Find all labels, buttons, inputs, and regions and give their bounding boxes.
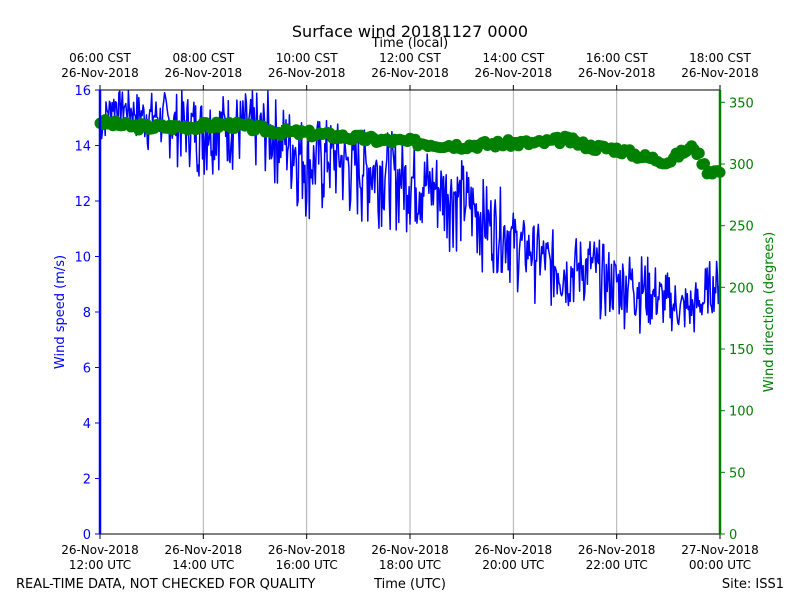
left-tick-label: 8 — [83, 306, 91, 321]
wind-direction-point — [693, 147, 705, 159]
top-tick-time: 12:00 CST — [379, 51, 441, 65]
left-tick-label: 16 — [74, 84, 91, 99]
wind-speed-line — [99, 90, 721, 534]
x-tick-time: 20:00 UTC — [482, 558, 544, 572]
x-tick-time: 16:00 UTC — [276, 558, 338, 572]
top-tick-time: 18:00 CST — [689, 51, 751, 65]
top-tick-date: 26-Nov-2018 — [371, 66, 449, 80]
left-tick-label: 4 — [83, 417, 91, 432]
x-tick-time: 14:00 UTC — [172, 558, 234, 572]
right-tick-label: 300 — [729, 158, 754, 173]
top-tick-time: 06:00 CST — [69, 51, 131, 65]
top-tick-date: 26-Nov-2018 — [268, 66, 346, 80]
top-tick-time: 10:00 CST — [276, 51, 338, 65]
left-tick-label: 2 — [83, 473, 91, 488]
x-tick-date: 26-Nov-2018 — [268, 543, 346, 557]
footer-site: Site: ISS1 — [722, 577, 784, 592]
x-tick-date: 26-Nov-2018 — [61, 543, 139, 557]
x-tick-time: 00:00 UTC — [689, 558, 751, 572]
right-tick-label: 200 — [729, 281, 754, 296]
right-tick-label: 350 — [729, 96, 754, 111]
wind-speed-series — [99, 90, 721, 534]
left-tick-label: 0 — [83, 528, 91, 543]
right-tick-label: 50 — [729, 466, 746, 481]
right-axis-label: Wind direction (degrees) — [762, 232, 777, 392]
chart-title: Surface wind 20181127 0000 — [292, 22, 528, 41]
top-tick-date: 26-Nov-2018 — [681, 66, 759, 80]
footer-disclaimer: REAL-TIME DATA, NOT CHECKED FOR QUALITY — [16, 577, 315, 592]
right-tick-label: 0 — [729, 528, 737, 543]
x-tick-date: 26-Nov-2018 — [475, 543, 553, 557]
right-tick-label: 100 — [729, 405, 754, 420]
left-tick-label: 6 — [83, 362, 91, 377]
wind-direction-point — [699, 158, 710, 170]
x-tick-time: 22:00 UTC — [586, 558, 648, 572]
left-tick-label: 12 — [74, 195, 91, 210]
top-tick-time: 14:00 CST — [482, 51, 544, 65]
top-tick-time: 08:00 CST — [172, 51, 234, 65]
top-tick-time: 16:00 CST — [586, 51, 648, 65]
top-tick-date: 26-Nov-2018 — [578, 66, 656, 80]
x-tick-date: 27-Nov-2018 — [681, 543, 759, 557]
top-tick-date: 26-Nov-2018 — [475, 66, 553, 80]
top-axis-label: Time (local) — [371, 36, 448, 51]
x-tick-date: 26-Nov-2018 — [165, 543, 243, 557]
top-tick-date: 26-Nov-2018 — [165, 66, 243, 80]
x-tick-time: 18:00 UTC — [379, 558, 441, 572]
x-tick-date: 26-Nov-2018 — [371, 543, 449, 557]
x-axis-label: Time (UTC) — [373, 577, 446, 592]
left-tick-label: 14 — [74, 140, 91, 155]
left-tick-label: 10 — [74, 251, 91, 266]
right-tick-label: 150 — [729, 343, 754, 358]
left-axis-label: Wind speed (m/s) — [53, 255, 68, 369]
wind-direction-series — [94, 114, 726, 180]
x-tick-date: 26-Nov-2018 — [578, 543, 656, 557]
x-tick-time: 12:00 UTC — [69, 558, 131, 572]
right-tick-label: 250 — [729, 220, 754, 235]
top-tick-date: 26-Nov-2018 — [61, 66, 139, 80]
